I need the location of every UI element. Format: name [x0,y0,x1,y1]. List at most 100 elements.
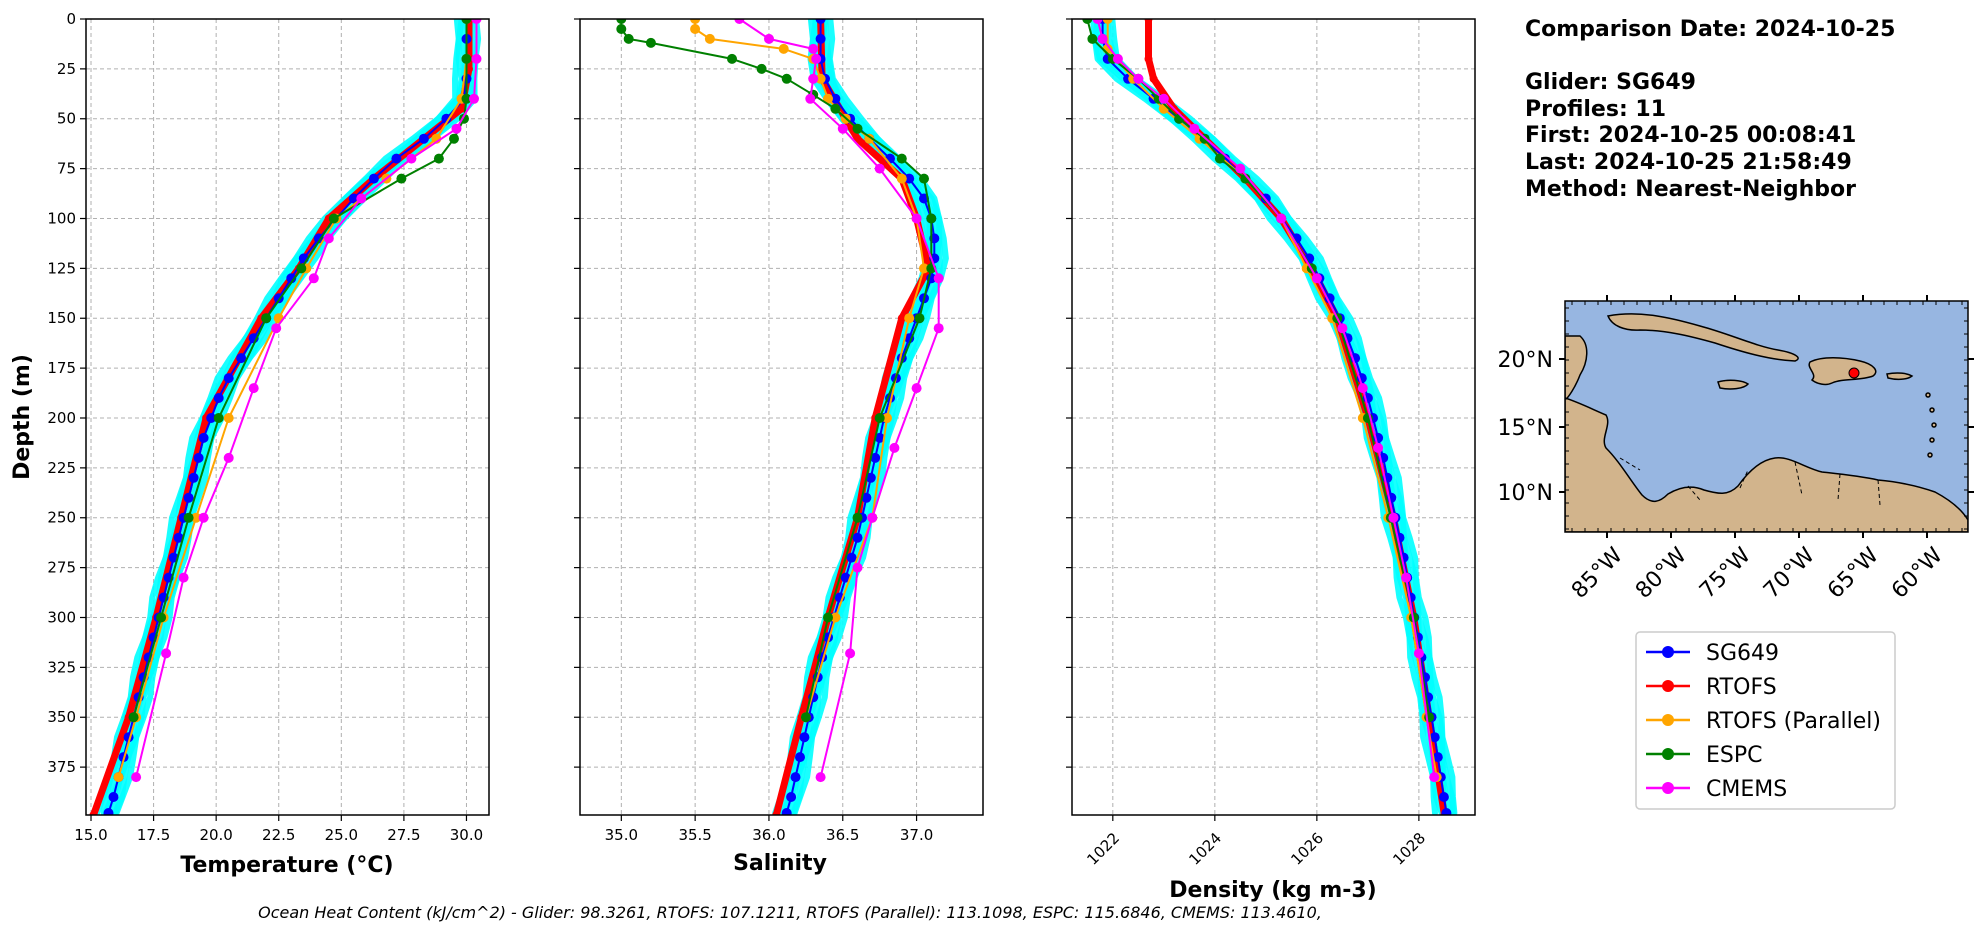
data-point [1357,383,1368,394]
data-point [727,53,737,64]
data-point [183,512,194,523]
location-map: 20°N 15°N 10°N 85°W 80°W 75°W 70°W 65°W 60°W [1498,295,1974,604]
mexico-landmass [1565,335,1588,401]
jamaica-landmass [1717,379,1750,390]
legend-entry: RTOFS (Parallel) [1646,709,1881,734]
data-point [1189,123,1200,134]
x-tick-label: 15.0 [74,826,107,844]
legend: SG649 RTOFS RTOFS (Parallel) ESPC CMEMS [1635,631,1896,810]
data-point [1311,273,1322,284]
data-point [874,432,885,443]
data-point [867,512,878,523]
data-point [1240,173,1251,184]
data-point [830,93,841,104]
series-line [1101,19,1448,814]
data-point [616,24,627,34]
x-tick-label: 36.5 [826,826,859,844]
data-point [1337,323,1348,334]
lon-tick-label: 65°W [1823,543,1884,604]
series-line [1086,19,1431,718]
data-point [471,53,482,64]
x-tick-label: 1028 [1389,829,1429,869]
x-tick-label: 27.5 [387,826,420,844]
data-point [795,752,805,763]
data-point [889,442,900,453]
data-point [183,492,194,503]
country-borders [1619,457,1881,506]
data-point [1388,512,1399,523]
series-cmems [131,19,482,783]
island-marker [1927,452,1933,458]
data-point [1214,153,1225,164]
cuba-landmass [1606,313,1799,362]
data-point [914,313,925,324]
density-axis-label: Density (kg m-3) [1169,878,1377,903]
x-tick-label: 1022 [1083,829,1123,869]
data-point [461,53,472,64]
y-tick-label: 100 [47,209,76,227]
data-point [223,413,234,423]
x-tick-label: 25.0 [325,826,358,844]
data-point [368,173,379,184]
data-point [790,772,801,783]
data-point [193,452,204,463]
data-point [457,104,466,113]
lon-tick-label: 85°W [1567,543,1628,604]
profiles-text: Profiles: 11 [1525,97,1666,122]
data-point [1401,572,1412,583]
data-point [616,19,627,24]
data-point [786,792,797,802]
plot-area [89,19,482,815]
data-point [1149,74,1158,83]
data-point [815,772,826,783]
data-point [1373,442,1384,453]
data-point [904,313,915,324]
series-rtofs [772,19,933,815]
series-sg649 [1097,19,1452,815]
method-text: Method: Nearest-Neighbor [1525,177,1856,202]
depth-axis-label: Depth (m) [10,354,35,480]
data-point [815,33,826,44]
y-tick-label: 150 [47,309,76,327]
data-point [451,123,462,134]
data-point [837,123,848,134]
data-point [198,432,209,443]
axes-frame [1071,18,1476,816]
grid [1072,18,1475,815]
data-point [1432,752,1443,763]
data-point [89,811,98,815]
data-point [461,93,472,104]
y-tick-label: 25 [57,60,76,78]
x-tick-label: 35.0 [605,826,638,844]
data-point [461,19,472,24]
data-point [815,73,826,84]
temperature-panel: 15.0 17.5 20.0 22.5 25.0 27.5 30.0 0 25 50 75 100 12… [47,10,490,844]
data-point [348,193,359,204]
data-point [690,24,701,34]
data-point [815,19,826,24]
data-point [845,648,856,659]
data-point [897,314,906,323]
lon-tick-label: 60°W [1887,543,1948,604]
lat-tick-label: 20°N [1498,348,1553,373]
data-point [356,193,367,204]
puerto-rico-landmass [1886,372,1914,381]
lon-tick-label: 70°W [1759,543,1820,604]
legend-marker [1662,714,1674,726]
island-marker [1925,392,1931,398]
glider-text: Glider: SG649 [1525,70,1696,95]
data-point [206,413,217,423]
legend-entry: CMEMS [1646,777,1787,802]
data-point [323,233,334,244]
data-point [286,273,297,284]
data-point [926,213,937,224]
data-point [799,732,810,743]
data-point [1276,213,1287,224]
last-time-text: Last: 2024-10-25 21:58:49 [1525,150,1852,175]
x-tick-label: 35.5 [678,826,711,844]
grid [580,18,983,815]
legend-label: SG649 [1706,641,1779,666]
raw-glider-profiles [1089,19,1458,815]
data-point [213,393,224,403]
